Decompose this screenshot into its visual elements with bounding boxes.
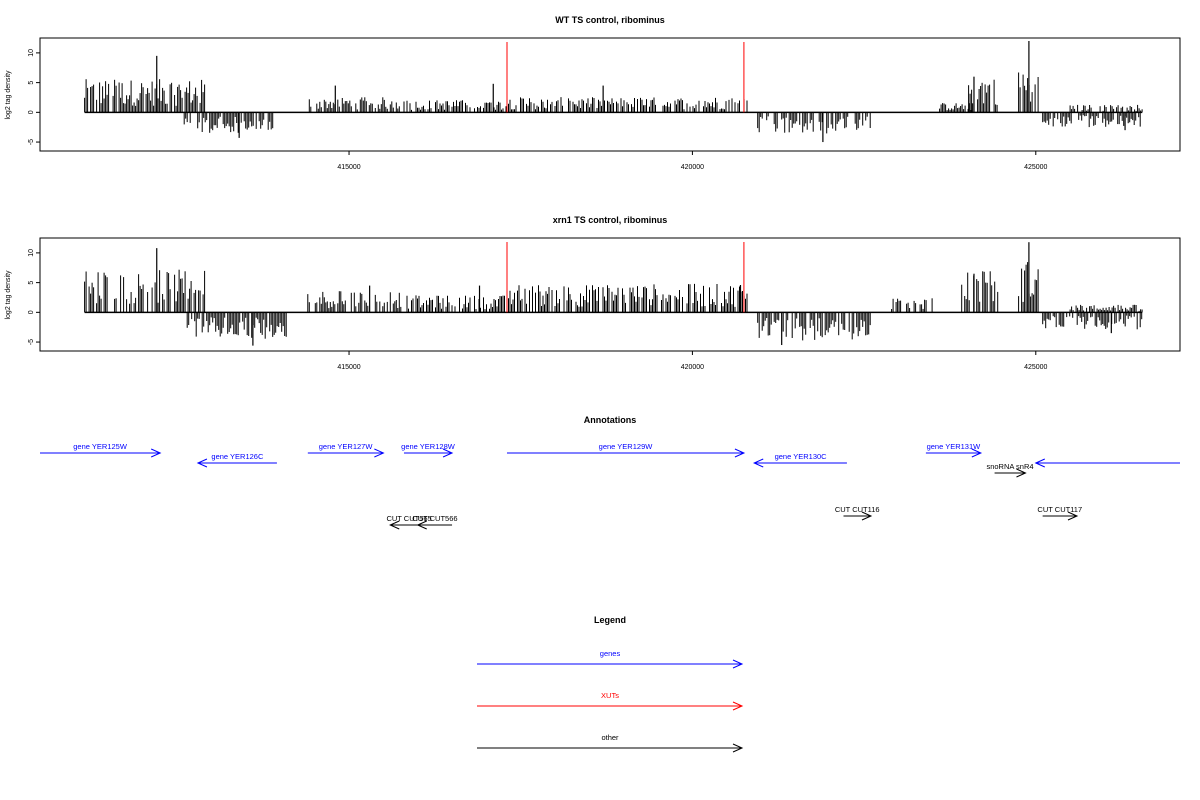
x-tick-label: 415000 — [337, 364, 360, 371]
y-axis-label: log2 tag density — [5, 270, 12, 320]
feature-arrow — [416, 520, 453, 530]
x-tick-label: 425000 — [1024, 164, 1047, 171]
axes: 10 5 0 -5 415000 420000 425000 — [28, 49, 1048, 171]
annotations-title: Annotations — [584, 415, 637, 425]
feature-label: gene YER128W — [401, 442, 456, 451]
xut-marker-lines — [506, 42, 745, 113]
legend-title: Legend — [594, 615, 626, 625]
feature-arrow — [843, 511, 873, 521]
feature-arrows: gene YER125W gene YER126C gene YER127W gene… — [40, 442, 1180, 530]
feature-arrow — [994, 468, 1027, 478]
legend-arrow — [477, 659, 744, 669]
feature-label: CUT CUT566 — [412, 514, 457, 523]
feature-arrow — [403, 448, 454, 458]
x-tick-label: 425000 — [1024, 364, 1047, 371]
feature-label: gene YER130C — [775, 452, 828, 461]
legend-arrow — [477, 743, 744, 753]
x-tick-label: 420000 — [681, 164, 704, 171]
x-tick-label: 420000 — [681, 364, 704, 371]
signal-bars — [84, 41, 1143, 143]
y-tick-label: -5 — [28, 139, 35, 145]
feature-label: gene YER131W — [927, 442, 982, 451]
x-tick-label: 415000 — [337, 164, 360, 171]
legend-arrow — [477, 701, 744, 711]
feature-arrow — [1042, 511, 1079, 521]
plot-frame — [39, 237, 1181, 352]
feature-label: CUT CUT565 — [386, 514, 431, 523]
feature-label: gene YER126C — [211, 452, 264, 461]
feature-arrow — [1034, 458, 1180, 468]
y-tick-label: 10 — [28, 49, 35, 57]
legend-label: genes — [600, 649, 621, 658]
y-axis-label: log2 tag density — [5, 70, 12, 120]
feature-label: CUT CUT116 — [835, 505, 880, 514]
y-tick-label: -5 — [28, 339, 35, 345]
track-title: xrn1 TS control, ribominus — [553, 215, 668, 225]
y-tick-label: 5 — [28, 281, 35, 285]
feature-label: CUT CUT117 — [1037, 505, 1082, 514]
y-tick-label: 5 — [28, 81, 35, 85]
feature-arrow — [40, 448, 162, 458]
feature-label: gene YER129W — [599, 442, 654, 451]
feature-label: snoRNA snR4 — [986, 462, 1033, 471]
signal-bars — [84, 242, 1143, 346]
legend-entries: genes XUTs other — [477, 649, 744, 753]
track-title: WT TS control, ribominus — [555, 15, 665, 25]
feature-label: gene YER125W — [73, 442, 128, 451]
feature-arrow — [196, 458, 277, 468]
y-tick-label: 0 — [28, 310, 35, 314]
y-tick-label: 0 — [28, 110, 35, 114]
feature-arrow — [752, 458, 847, 468]
plot-frame — [39, 37, 1181, 152]
track-wt: WT TS control, ribominus log2 tag densit… — [5, 15, 1181, 171]
feature-label: gene YER127W — [319, 442, 374, 451]
xut-marker-lines — [506, 242, 745, 313]
axes: 10 5 0 -5 415000 420000 425000 — [28, 249, 1048, 371]
feature-arrow — [506, 448, 746, 458]
feature-arrow — [925, 448, 983, 458]
track-xrn1: xrn1 TS control, ribominus log2 tag dens… — [5, 215, 1181, 371]
legend-panel: Legend genes XUTs other — [477, 615, 744, 753]
y-tick-label: 10 — [28, 249, 35, 257]
legend-label: other — [601, 733, 619, 742]
feature-arrow — [307, 448, 385, 458]
legend-label: XUTs — [601, 691, 619, 700]
